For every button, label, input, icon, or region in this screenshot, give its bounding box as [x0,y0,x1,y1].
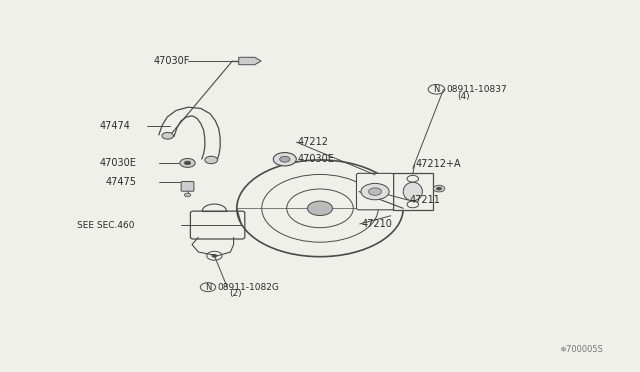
Text: 08911-1082G: 08911-1082G [218,283,280,292]
Text: (2): (2) [229,289,242,298]
Circle shape [212,254,217,257]
Text: N: N [433,85,440,94]
Circle shape [407,175,419,182]
Text: 47212: 47212 [298,137,328,147]
Circle shape [273,153,296,166]
Circle shape [184,161,191,165]
Text: 47474: 47474 [99,122,130,131]
FancyBboxPatch shape [356,173,394,210]
Circle shape [180,158,195,167]
Circle shape [184,193,191,197]
Text: 47212+A: 47212+A [416,160,461,169]
Text: 47030E: 47030E [99,158,136,168]
Text: ✵700005S: ✵700005S [560,345,604,354]
Polygon shape [239,57,261,65]
Text: N: N [205,283,211,292]
Circle shape [361,183,389,200]
Text: SEE SEC.460: SEE SEC.460 [77,221,134,230]
Circle shape [205,156,218,164]
FancyBboxPatch shape [181,182,194,191]
Circle shape [307,201,333,215]
Text: 08911-10837: 08911-10837 [446,85,507,94]
Ellipse shape [403,182,422,201]
Text: 47211: 47211 [410,195,440,205]
FancyBboxPatch shape [393,173,433,210]
Circle shape [436,187,442,190]
Circle shape [407,201,419,208]
Circle shape [162,132,173,139]
Circle shape [433,185,445,192]
Text: (4): (4) [458,92,470,101]
Circle shape [280,156,290,162]
Text: 47030F: 47030F [154,56,190,66]
Text: 47475: 47475 [106,177,136,187]
Text: 47210: 47210 [362,219,392,229]
Text: 47030E: 47030E [298,154,335,164]
Circle shape [369,188,381,195]
